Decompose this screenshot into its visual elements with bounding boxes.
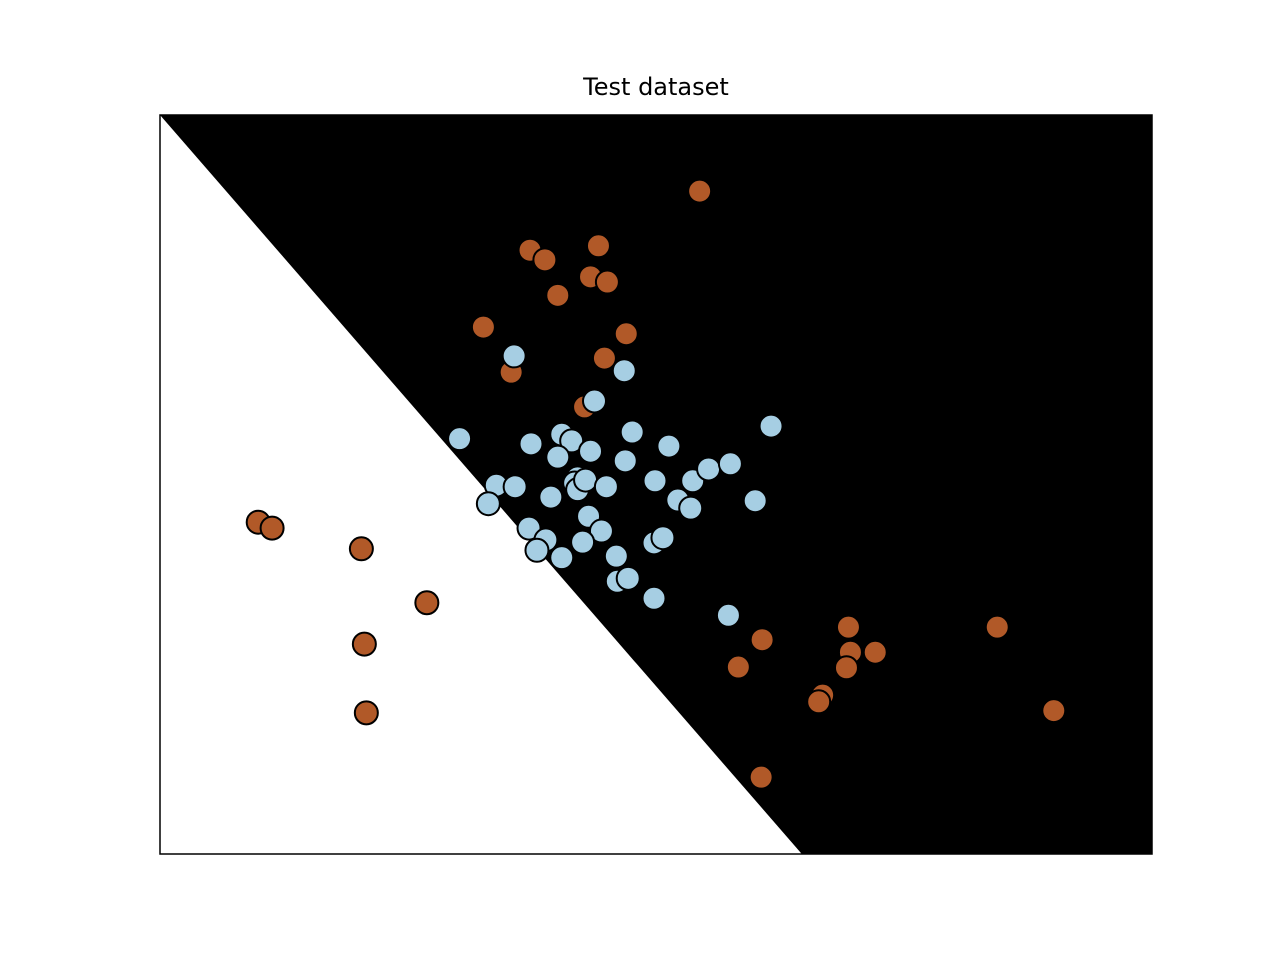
data-point: [501, 343, 527, 369]
data-point: [447, 426, 473, 452]
data-point: [1041, 698, 1067, 724]
data-point: [650, 525, 676, 551]
data-point: [833, 655, 859, 681]
data-point: [619, 419, 645, 445]
data-point: [348, 536, 374, 562]
data-point: [524, 537, 550, 563]
data-point: [570, 529, 596, 555]
data-point: [559, 428, 585, 454]
data-point: [588, 518, 614, 544]
data-point: [835, 614, 861, 640]
data-point: [573, 467, 599, 493]
data-point: [538, 484, 564, 510]
data-point: [351, 631, 377, 657]
data-point: [578, 438, 604, 464]
data-point: [678, 495, 704, 521]
data-point: [470, 314, 496, 340]
data-point: [862, 639, 888, 665]
data-point: [502, 474, 528, 500]
data-point: [748, 764, 774, 790]
data-point: [612, 448, 638, 474]
data-point: [642, 468, 668, 494]
data-point: [615, 565, 641, 591]
data-point: [717, 451, 743, 477]
data-point: [611, 358, 637, 384]
data-point: [414, 590, 440, 616]
data-point: [613, 321, 639, 347]
data-point: [603, 543, 629, 569]
data-point: [475, 491, 501, 517]
data-point: [593, 474, 619, 500]
data-point: [758, 413, 784, 439]
data-point: [725, 654, 751, 680]
data-point: [591, 345, 617, 371]
data-point: [696, 456, 722, 482]
data-point: [516, 515, 542, 541]
data-point: [749, 627, 775, 653]
data-point: [641, 585, 667, 611]
data-point: [353, 700, 379, 726]
data-point: [715, 602, 741, 628]
data-point: [687, 178, 713, 204]
data-point: [742, 488, 768, 514]
data-point: [545, 444, 571, 470]
data-point: [518, 431, 544, 457]
data-point: [806, 689, 832, 715]
data-point: [581, 388, 607, 414]
data-point: [549, 545, 575, 571]
decision-region: [160, 115, 802, 854]
data-point: [259, 515, 285, 541]
chart-title: Test dataset: [582, 73, 729, 101]
data-point: [545, 282, 571, 308]
data-point: [984, 614, 1010, 640]
data-point: [656, 433, 682, 459]
plot-frame: [159, 114, 1153, 855]
data-point: [585, 233, 611, 259]
data-point: [594, 269, 620, 295]
data-point: [532, 247, 558, 273]
